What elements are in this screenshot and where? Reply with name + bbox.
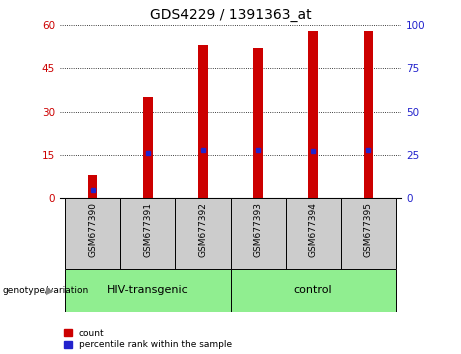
Bar — [143, 97, 153, 198]
Text: control: control — [294, 285, 332, 295]
Text: genotype/variation: genotype/variation — [2, 286, 89, 295]
Legend: count, percentile rank within the sample: count, percentile rank within the sample — [65, 329, 232, 349]
Bar — [230, 269, 396, 312]
Bar — [308, 30, 318, 198]
Bar — [285, 198, 341, 269]
Bar — [120, 198, 176, 269]
Title: GDS4229 / 1391363_at: GDS4229 / 1391363_at — [150, 8, 311, 22]
Text: ▶: ▶ — [46, 285, 53, 295]
Text: HIV-transgenic: HIV-transgenic — [107, 285, 189, 295]
Text: GSM677392: GSM677392 — [199, 202, 207, 257]
Bar — [65, 269, 230, 312]
Bar — [89, 175, 97, 198]
Text: GSM677391: GSM677391 — [143, 202, 153, 257]
Bar — [176, 198, 230, 269]
Text: GSM677393: GSM677393 — [254, 202, 262, 257]
Text: GSM677395: GSM677395 — [364, 202, 372, 257]
Bar — [230, 198, 285, 269]
Bar — [341, 198, 396, 269]
Bar — [65, 198, 120, 269]
Bar — [364, 30, 372, 198]
Text: GSM677390: GSM677390 — [89, 202, 97, 257]
Text: GSM677394: GSM677394 — [308, 202, 318, 257]
Bar — [198, 45, 207, 198]
Bar — [254, 48, 263, 198]
